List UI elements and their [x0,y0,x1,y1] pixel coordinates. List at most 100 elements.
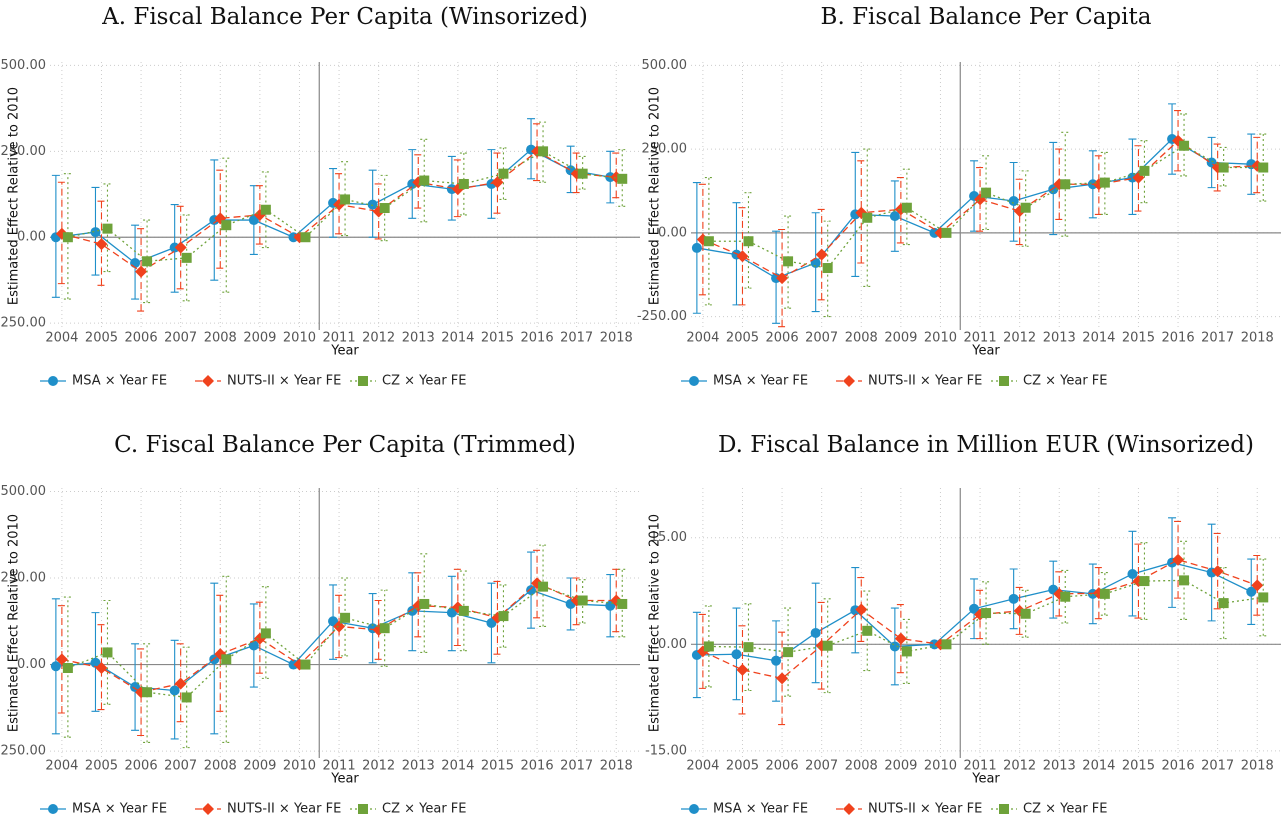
x-tick-label: 2010 [283,759,316,774]
chart-title: C. Fiscal Balance Per Capita (Trimmed) [114,432,576,458]
x-tick-label: 2017 [1201,759,1234,774]
error-bar-line [704,177,713,306]
point [62,663,73,673]
point [62,232,73,243]
error-bar [137,648,146,737]
point [1008,593,1019,604]
series-line [702,139,1258,279]
error-bar-line [857,160,866,264]
point [1246,586,1257,597]
error-bar-line [335,173,344,235]
error-bar [744,603,753,692]
x-axis-label: Year [971,344,1000,359]
x-tick-label: 2015 [481,759,514,774]
error-bar-line [374,599,383,660]
point [181,692,192,703]
x-tick-label: 2009 [884,331,917,346]
error-bar [57,605,66,714]
x-tick-label: 2013 [402,331,435,346]
error-bar-line [103,183,112,273]
legend-label: MSA × Year FE [713,374,808,389]
x-tick-label: 2006 [125,331,158,346]
point [174,677,187,690]
point [498,611,509,622]
point [248,640,259,651]
error-bar-line [1140,542,1149,620]
legend-marker [358,376,368,386]
point [1020,608,1031,619]
x-tick-label: 2016 [1162,759,1195,774]
error-bar-line [97,624,106,711]
x-tick-label: 2006 [766,759,799,774]
point [55,653,68,666]
point [130,258,141,268]
error-bar-line [1021,170,1030,247]
error-bar [380,174,389,242]
error-bar-line [863,148,872,287]
x-axis-label: Year [971,772,1000,787]
error-bar-line [1021,589,1030,638]
error-bar-line [182,214,191,302]
error-bar [857,576,866,643]
panel: D. Fiscal Balance in Million EUR (Winsor… [645,432,1281,817]
x-tick-label: 2008 [204,331,237,346]
y-tick-label: 250.00 [1,144,47,159]
chart-title: D. Fiscal Balance in Million EUR (Winsor… [718,432,1254,458]
point [95,238,108,251]
point [169,685,180,696]
point [889,211,900,222]
point [736,663,749,676]
point [822,640,833,651]
point [367,199,378,210]
x-tick-label: 2012 [362,331,395,346]
error-bar [1174,110,1183,172]
panel: A. Fiscal Balance Per Capita (Winsorized… [0,4,640,389]
point [969,603,980,614]
error-bar [97,200,106,286]
point [743,236,754,247]
point [1179,575,1190,586]
error-bar [1140,542,1149,620]
legend-label: NUTS-II × Year FE [227,802,341,817]
point [981,608,992,619]
error-bar [63,173,72,300]
error-bar [1134,145,1143,212]
error-bar [1015,178,1024,246]
x-tick-label: 2004 [45,759,78,774]
error-bar-line [744,603,753,692]
point [862,212,873,223]
error-bar-line [57,605,66,714]
x-tick-label: 2012 [1003,331,1036,346]
point [617,173,628,184]
error-bar [420,553,429,653]
error-bar [896,177,905,244]
error-bar-line [1259,133,1268,202]
error-bar [176,205,185,290]
error-bar-line [63,173,72,300]
y-axis-label: Estimated Effect Relative to 2010 [7,514,22,732]
error-bar [493,152,502,214]
error-bar-line [414,572,423,638]
point [1060,179,1071,190]
x-tick-label: 2009 [243,759,276,774]
y-tick-label: -250.00 [0,744,46,759]
error-bar-line [784,607,793,697]
point [731,649,742,660]
y-tick-label: 0.00 [17,657,46,672]
x-tick-label: 2018 [600,759,633,774]
point [1060,591,1071,602]
x-tick-label: 2011 [323,331,356,346]
y-tick-label: -250.00 [637,309,687,324]
series-line [67,150,623,262]
point [248,215,259,226]
error-bar [380,589,389,667]
x-tick-label: 2014 [441,331,474,346]
point [486,618,497,628]
point [855,603,868,616]
error-bar [857,160,866,264]
error-bar [222,575,231,743]
y-tick-label: 250.00 [642,142,688,157]
x-tick-label: 2012 [362,759,395,774]
point [1258,162,1269,173]
